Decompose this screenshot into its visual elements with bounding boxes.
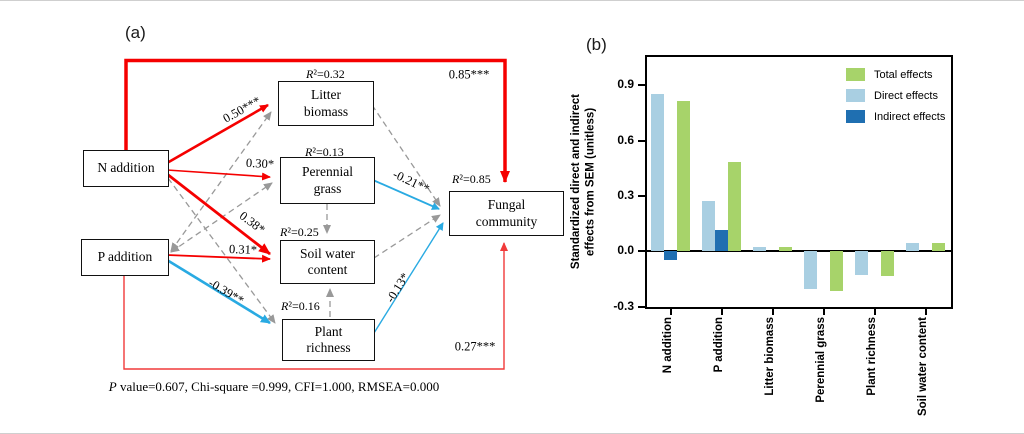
legend-swatch-indirect-effects	[846, 110, 865, 123]
coef-n-soil: 0.38*	[236, 208, 268, 237]
coef-n-litter: 0.50***	[220, 93, 263, 126]
x-category-label: Plant richness	[866, 317, 878, 396]
r2-fungal: R²=0.85	[452, 172, 491, 186]
chart-legend: Total effects Direct effects Indirect effe…	[846, 68, 945, 123]
y-tick-label: -0.3	[613, 298, 634, 313]
bar-total-effects-p-addition	[728, 162, 741, 251]
coef-perennial-fungal: -0.21**	[390, 167, 432, 197]
bar-direct-effects-plant-richness	[855, 250, 868, 275]
legend-row: Indirect effects	[846, 110, 945, 123]
legend-row: Total effects	[846, 68, 945, 81]
legend-swatch-total-effects	[846, 68, 865, 81]
x-tick-mark	[721, 309, 723, 315]
bar-direct-effects-soil-water-content	[906, 243, 919, 251]
y-axis-title-wrap: Standardized direct and indirect effects…	[561, 55, 605, 309]
x-tick-mark	[772, 309, 774, 315]
bar-indirect-effects-p-addition	[715, 230, 728, 251]
x-category-label: Perennial grass	[815, 317, 827, 403]
coef-n-fungal: 0.85***	[448, 67, 490, 82]
bar-total-effects-soil-water-content	[932, 243, 945, 251]
bar-direct-effects-n-addition	[651, 93, 664, 251]
y-axis-title: Standardized direct and indirect effects…	[569, 94, 596, 270]
bar-total-effects-plant-richness	[881, 250, 894, 277]
r2-perennial: R²=0.13	[305, 145, 344, 159]
bar-direct-effects-litter-biomass	[753, 246, 766, 251]
coef-p-plant: -0.39**	[206, 275, 247, 308]
node-plant-richness: Plant richness	[282, 319, 375, 361]
y-tick-mark	[638, 194, 645, 197]
x-category-label: P addition	[713, 317, 725, 373]
x-tick-mark	[925, 309, 927, 315]
panel-b-label: (b)	[586, 35, 607, 54]
node-litter-biomass: Litter biomass	[278, 81, 374, 126]
y-tick-label: 0.0	[617, 243, 634, 258]
y-tick-label: 0.9	[617, 77, 634, 92]
bar-direct-effects-p-addition	[702, 200, 715, 251]
coef-p-soil: 0.31*	[228, 242, 258, 257]
bar-indirect-effects-n-addition	[664, 250, 677, 260]
bar-total-effects-litter-biomass	[779, 246, 792, 251]
x-category-label: Soil water content	[917, 317, 929, 417]
panel-a-label: (a)	[125, 23, 146, 42]
node-p-addition: P addition	[81, 239, 169, 276]
bar-chart-plot-area	[645, 55, 953, 309]
legend-label: Total effects	[874, 68, 933, 81]
coef-plant-fungal: -0.13*	[383, 270, 413, 306]
coef-n-perennial: 0.30*	[245, 155, 275, 172]
r2-plant: R²=0.16	[281, 299, 320, 313]
x-tick-mark	[670, 309, 672, 315]
model-fit-text: P value=0.607, Chi-square =0.999, CFI=1.…	[108, 379, 440, 394]
bar-total-effects-n-addition	[677, 101, 690, 251]
x-category-label: N addition	[662, 317, 674, 374]
y-tick-mark	[638, 305, 645, 308]
bar-direct-effects-perennial-grass	[804, 250, 817, 290]
x-tick-mark	[874, 309, 876, 315]
y-tick-mark	[638, 84, 645, 87]
y-tick-mark	[638, 139, 645, 142]
zero-line	[647, 249, 951, 252]
node-fungal-community: Fungal community	[449, 191, 564, 236]
y-tick-label: 0.6	[617, 132, 634, 147]
legend-row: Direct effects	[846, 89, 945, 102]
x-category-label: Litter biomass	[764, 317, 776, 396]
legend-label: Direct effects	[874, 89, 938, 102]
r2-soil: R²=0.25	[280, 225, 319, 239]
r2-litter: R²=0.32	[306, 67, 345, 81]
y-tick-label: 0.3	[617, 187, 634, 202]
legend-swatch-direct-effects	[846, 89, 865, 102]
node-soil-water-content: Soil water content	[280, 240, 375, 284]
bar-total-effects-perennial-grass	[830, 250, 843, 292]
node-perennial-grass: Perennial grass	[280, 157, 375, 204]
y-tick-mark	[638, 250, 645, 253]
x-tick-mark	[823, 309, 825, 315]
node-n-addition: N addition	[83, 150, 169, 187]
legend-label: Indirect effects	[874, 110, 946, 123]
coef-p-fungal: 0.27***	[454, 339, 496, 354]
